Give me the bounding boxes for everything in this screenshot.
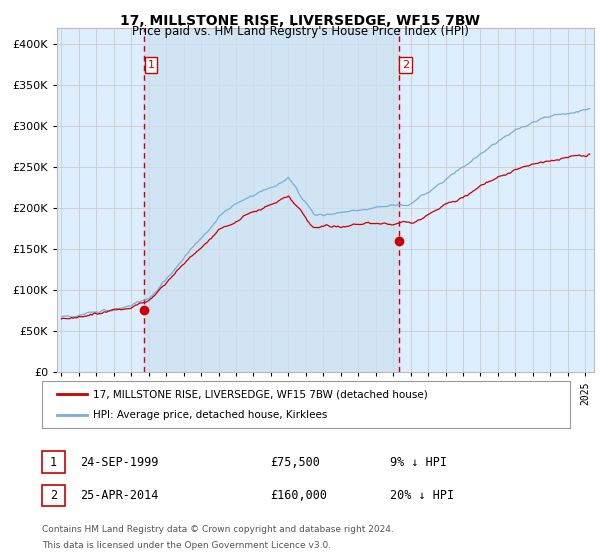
Text: 20% ↓ HPI: 20% ↓ HPI — [390, 489, 454, 502]
Text: 2: 2 — [50, 489, 57, 502]
Text: 24-SEP-1999: 24-SEP-1999 — [80, 455, 158, 469]
Text: £75,500: £75,500 — [270, 455, 320, 469]
Text: £160,000: £160,000 — [270, 489, 327, 502]
Text: This data is licensed under the Open Government Licence v3.0.: This data is licensed under the Open Gov… — [42, 542, 331, 550]
Bar — [144, 28, 399, 372]
Text: 2: 2 — [402, 60, 409, 70]
Text: 17, MILLSTONE RISE, LIVERSEDGE, WF15 7BW: 17, MILLSTONE RISE, LIVERSEDGE, WF15 7BW — [120, 14, 480, 28]
Text: 1: 1 — [50, 455, 57, 469]
Text: 1: 1 — [148, 60, 154, 70]
Text: HPI: Average price, detached house, Kirklees: HPI: Average price, detached house, Kirk… — [93, 410, 328, 420]
Text: Price paid vs. HM Land Registry's House Price Index (HPI): Price paid vs. HM Land Registry's House … — [131, 25, 469, 38]
Text: 25-APR-2014: 25-APR-2014 — [80, 489, 158, 502]
Text: 17, MILLSTONE RISE, LIVERSEDGE, WF15 7BW (detached house): 17, MILLSTONE RISE, LIVERSEDGE, WF15 7BW… — [93, 389, 428, 399]
Text: 9% ↓ HPI: 9% ↓ HPI — [390, 455, 447, 469]
Text: Contains HM Land Registry data © Crown copyright and database right 2024.: Contains HM Land Registry data © Crown c… — [42, 525, 394, 534]
